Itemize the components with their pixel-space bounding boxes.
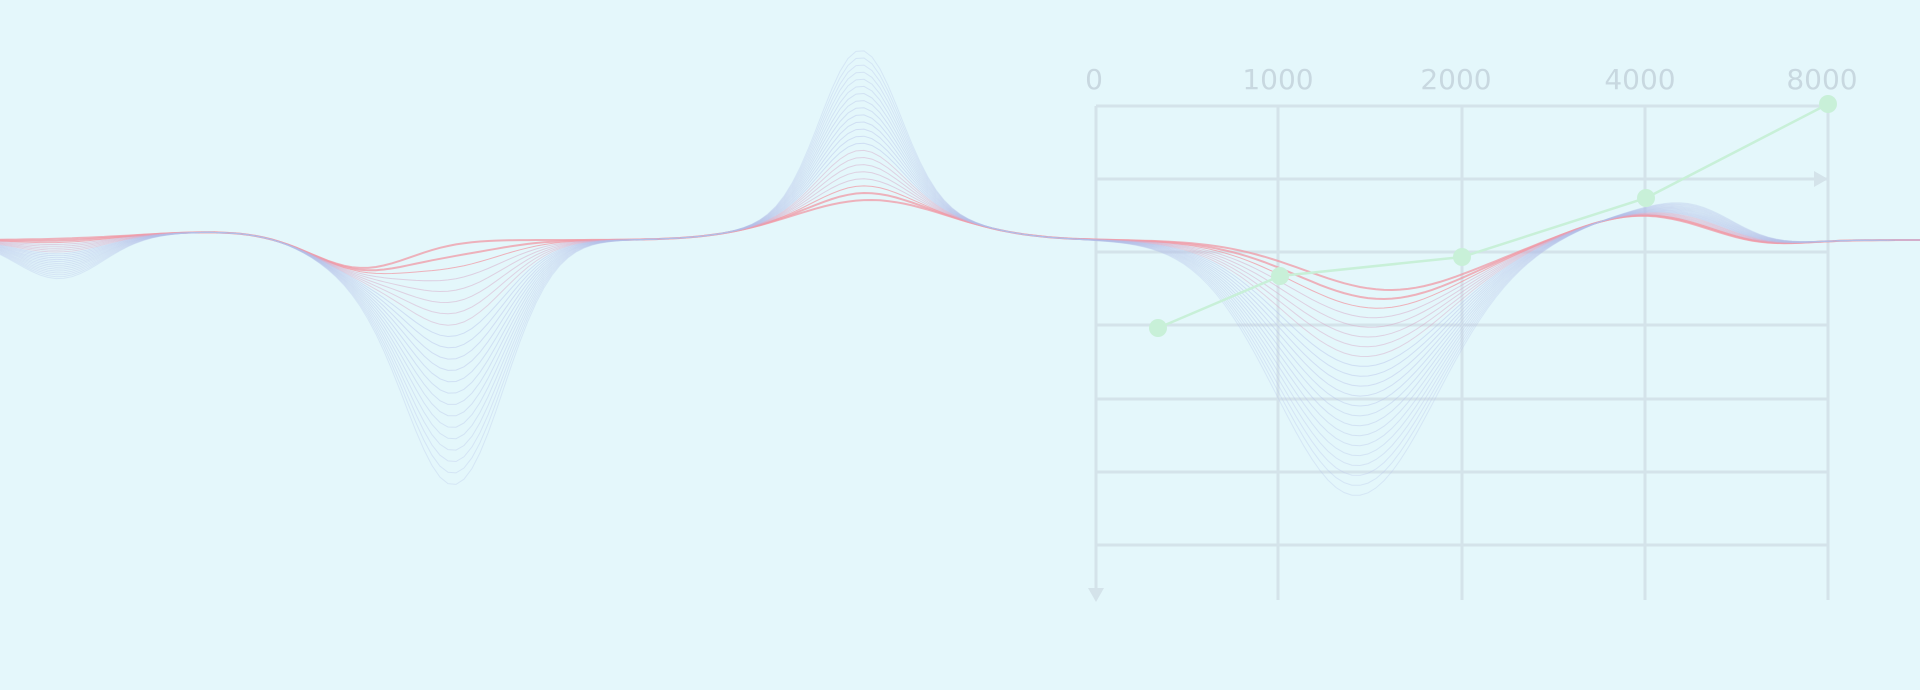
wave-line xyxy=(0,57,1920,486)
trend-point xyxy=(1819,95,1837,113)
wave-line xyxy=(0,92,1920,437)
trend-point xyxy=(1271,267,1289,285)
x-tick-label: 8000 xyxy=(1786,63,1857,96)
wave-line xyxy=(0,114,1920,407)
trend-point xyxy=(1149,319,1167,337)
trend-point xyxy=(1637,189,1655,207)
x-tick-label: 4000 xyxy=(1604,63,1675,96)
wave-line xyxy=(0,156,1920,348)
wave-line xyxy=(0,107,1920,417)
trend-line xyxy=(1149,95,1837,337)
wave-line xyxy=(0,135,1920,377)
wave-line xyxy=(0,178,1920,319)
trend-point xyxy=(1453,248,1471,266)
wave-line xyxy=(0,171,1920,328)
x-tick-label: 0 xyxy=(1085,63,1103,96)
wave-line xyxy=(0,50,1920,496)
wave-line xyxy=(0,128,1920,387)
arrow-right-icon xyxy=(1814,171,1828,187)
wave-line xyxy=(0,149,1920,358)
wave-lines xyxy=(0,50,1920,496)
wave-line xyxy=(0,78,1920,457)
wave-line xyxy=(0,71,1920,467)
wave-line xyxy=(0,64,1920,476)
x-tick-labels: 0 1000 2000 4000 8000 xyxy=(1085,63,1858,96)
wave-line xyxy=(0,185,1920,309)
arrow-down-icon xyxy=(1088,588,1104,602)
wave-line xyxy=(0,191,1920,301)
wave-line xyxy=(0,100,1920,427)
wave-line xyxy=(0,121,1920,397)
wave-line xyxy=(0,164,1920,338)
decorative-grid xyxy=(1088,104,1830,602)
x-tick-label: 1000 xyxy=(1242,63,1313,96)
x-tick-label: 2000 xyxy=(1420,63,1491,96)
wave-line xyxy=(0,142,1920,367)
wave-line xyxy=(0,85,1920,447)
